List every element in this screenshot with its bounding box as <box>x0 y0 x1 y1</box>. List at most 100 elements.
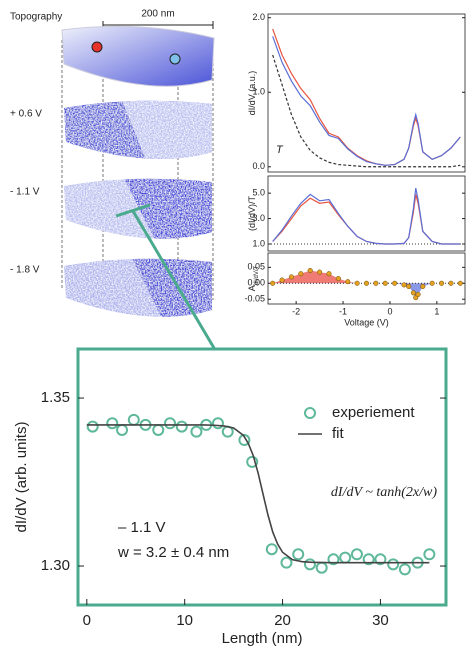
y-axis-label: (dI/dV)/T <box>247 195 257 231</box>
x-tick-label: 20 <box>274 612 291 629</box>
data-point <box>303 558 316 571</box>
tip-position-blue <box>169 53 181 65</box>
y-tick-label: -0.05 <box>244 294 265 304</box>
data-point <box>374 553 387 566</box>
y-tick-label: 3.0 <box>252 213 265 223</box>
data-point <box>354 280 360 286</box>
annotation: T <box>276 144 284 156</box>
data-point <box>420 283 426 290</box>
data-point <box>292 548 305 561</box>
legend-label: fit <box>332 425 345 442</box>
data-point <box>190 425 203 438</box>
x-tick-label: -2 <box>292 306 300 316</box>
y-tick-label: 2.0 <box>252 12 265 22</box>
data-line <box>272 187 461 245</box>
data-point <box>327 553 340 566</box>
y-tick-label: 0.00 <box>247 278 265 288</box>
data-point <box>152 423 165 436</box>
data-point <box>423 548 436 561</box>
plot-frame <box>267 13 466 173</box>
y-tick-label: 1.30 <box>41 557 70 574</box>
data-line <box>86 424 430 564</box>
x-tick-label: 30 <box>372 612 389 629</box>
data-point <box>335 275 341 282</box>
data-line <box>272 54 461 168</box>
y-axis-label-main: dI/dV (arb. units) <box>13 422 30 533</box>
x-tick-label: 10 <box>176 612 193 629</box>
y-tick-label: 1.0 <box>252 238 265 248</box>
x-tick-label: 0 <box>387 306 392 316</box>
y-axis-label-main: A <box>247 285 257 291</box>
data-point <box>265 543 278 556</box>
plot-frame <box>267 252 466 305</box>
data-point <box>86 420 99 433</box>
layer-label: + 0.6 V <box>10 109 42 120</box>
data-point <box>438 280 445 286</box>
data-point <box>307 267 313 274</box>
data-point <box>175 420 188 433</box>
data-point <box>317 269 323 275</box>
data-point <box>127 413 140 426</box>
data-point <box>448 280 454 286</box>
map-layer <box>64 100 212 160</box>
data-line <box>272 28 461 166</box>
linecut-marker <box>115 203 216 349</box>
data-point <box>401 282 407 288</box>
data-point <box>345 279 351 285</box>
data-line <box>272 36 461 166</box>
data-point <box>279 277 285 283</box>
data-point <box>116 423 129 436</box>
topography-label: Topography <box>10 12 62 23</box>
data-point <box>298 271 304 277</box>
data-point <box>106 417 119 430</box>
data-point <box>326 271 332 277</box>
data-point <box>398 563 411 576</box>
y-axis-label: dI/dV (arb. units) <box>13 422 30 533</box>
data-point <box>164 417 176 430</box>
data-line <box>272 194 461 245</box>
data-point <box>387 558 400 571</box>
data-point <box>382 280 388 286</box>
topography-image <box>61 25 215 87</box>
layer-label: - 1.1 V <box>10 187 40 198</box>
legend-marker <box>304 407 316 419</box>
legend-label: experiement <box>332 404 415 421</box>
y-axis-label-main: dI/dV (a.u.) <box>247 71 257 116</box>
x-tick-label: 0 <box>83 612 91 629</box>
data-point <box>238 434 251 447</box>
x-axis-label: Voltage (V) <box>344 317 389 327</box>
y-tick-label: 5.0 <box>252 188 265 198</box>
data-point <box>350 548 363 561</box>
data-point <box>373 280 379 286</box>
tip-position-red <box>91 41 103 53</box>
data-point <box>339 551 352 564</box>
y-axis-label-subscript: dI/dV/T <box>254 265 260 285</box>
x-axis-label: Length (nm) <box>222 630 303 647</box>
y-axis-label-main: (dI/dV)/T <box>247 195 257 231</box>
y-axis-label: dI/dV (a.u.) <box>247 71 257 116</box>
data-point <box>457 280 463 286</box>
scale-bar-label: 200 nm <box>141 9 174 20</box>
data-point <box>429 280 435 286</box>
x-tick-label: 1 <box>434 306 439 316</box>
data-point <box>406 283 412 290</box>
y-axis-label: AdI/dV/T <box>247 265 259 291</box>
data-point <box>392 280 398 286</box>
data-point <box>415 291 421 297</box>
y-tick-label: 0.0 <box>252 161 265 171</box>
map-layer <box>64 258 212 317</box>
x-tick-label: -1 <box>339 306 347 316</box>
data-point <box>270 280 276 286</box>
data-point <box>362 553 375 566</box>
data-point <box>280 556 293 569</box>
y-tick-label: 1.0 <box>252 87 265 97</box>
data-point <box>211 417 224 430</box>
data-point <box>410 290 416 296</box>
annotation: w = 3.2 ± 0.4 nm <box>117 544 229 561</box>
annotation: – 1.1 V <box>118 519 166 536</box>
inset-frame <box>76 347 448 607</box>
data-point <box>246 455 259 468</box>
y-tick-label: 1.35 <box>41 389 70 406</box>
data-point <box>288 274 295 280</box>
